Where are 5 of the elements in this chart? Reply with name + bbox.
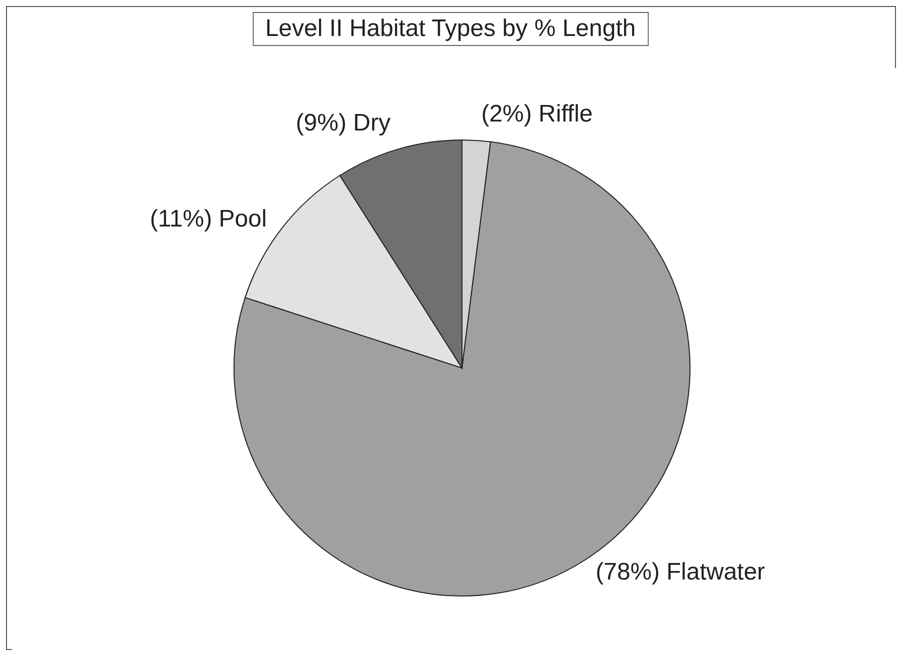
slice-label: (2%) Riffle [481, 100, 593, 128]
chart-title: Level II Habitat Types by % Length [252, 12, 649, 46]
slice-label: (78%) Flatwater [596, 558, 766, 586]
slice-label: (9%) Dry [296, 110, 390, 137]
slice-label: (11%) Pool [150, 206, 267, 233]
